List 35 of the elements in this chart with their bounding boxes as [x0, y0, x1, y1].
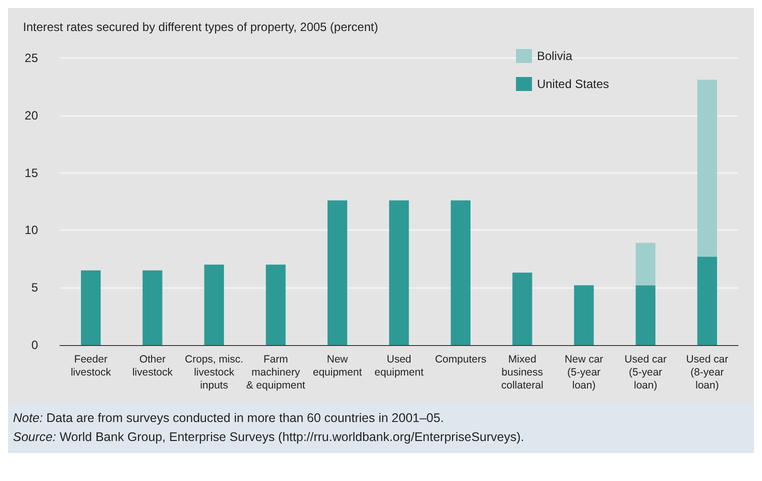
- y-tick-label: 25: [24, 51, 38, 65]
- bar: [266, 264, 286, 345]
- bar: [697, 80, 718, 257]
- x-tick-label: Farm machinery & equipment: [246, 354, 306, 392]
- x-tick-label: New equipment: [312, 354, 362, 378]
- bar: [328, 200, 348, 345]
- text: Note: Data are from surveys conducted in more than 60 countries in 2001–05.: [13, 410, 445, 427]
- y-tick-label: 0: [31, 338, 38, 352]
- x-tick-label: Feeder livestock: [70, 354, 112, 378]
- x-tick-label: Other livestock: [132, 354, 174, 378]
- legend-label: Bolivia: [536, 49, 573, 63]
- bar: [142, 270, 162, 345]
- bar: [204, 264, 224, 345]
- source-note: Source: World Bank Group, Enterprise Surveys (http://rru.worldbank.org/EnterpriseSurveys).: [13, 429, 526, 446]
- bar: [450, 200, 470, 345]
- bar: [697, 256, 718, 345]
- y-tick-label: 15: [24, 166, 38, 180]
- x-tick-label: New car (5-year loan): [564, 354, 604, 392]
- bar: [574, 285, 594, 345]
- x-tick-label: Mixed business collateral: [501, 354, 544, 392]
- bar: [636, 285, 656, 345]
- x-tick-label: Crops, misc. livestock inputs: [184, 354, 244, 392]
- bar: [389, 200, 409, 345]
- y-tick-label: 10: [24, 223, 38, 238]
- chart-title: Interest rates secured by different types of property, 2005 (percent): [23, 20, 378, 34]
- y-tick-label: 20: [24, 108, 38, 122]
- x-tick-label: Computers: [434, 354, 486, 366]
- bar: [512, 272, 532, 345]
- x-tick-label: Used car (5-year loan): [624, 354, 668, 392]
- bar: [636, 242, 656, 286]
- x-tick-label: Used car (8-year loan): [686, 354, 729, 392]
- y-tick-label: 5: [31, 280, 38, 295]
- bar: [80, 270, 101, 345]
- x-tick-label: Used equipment: [374, 354, 424, 378]
- legend-label: United States: [536, 77, 610, 91]
